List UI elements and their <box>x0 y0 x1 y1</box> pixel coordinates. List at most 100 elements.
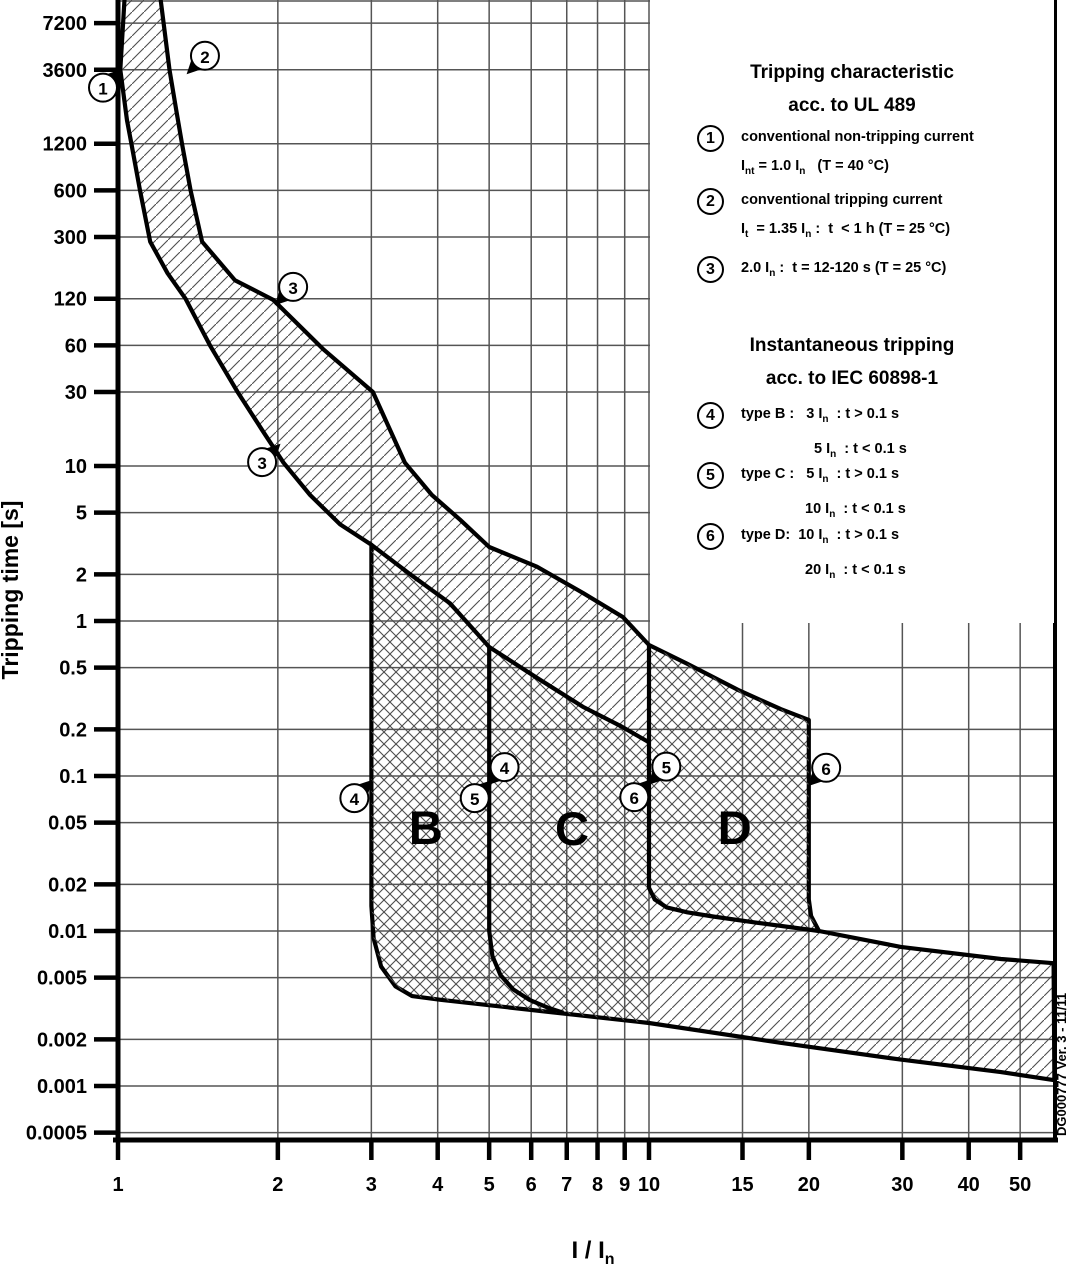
y-axis-title: Tripping time [s] <box>0 501 23 680</box>
marker-3: 3 <box>247 443 281 478</box>
x-tick-label-6: 6 <box>526 1174 537 1196</box>
legend-item-text: type B : 3 In : t > 0.1 s 5 In : t < 0.1 … <box>741 404 907 465</box>
instantaneous-zones-crosshatch <box>371 544 819 1023</box>
legend-item-line: type C : 5 In : t > 0.1 s <box>741 466 900 485</box>
region-label-c: C <box>555 802 589 855</box>
marker-number: 6 <box>630 789 639 808</box>
y-tick-label-2: 2 <box>76 564 87 586</box>
y-tick-label-0.05: 0.05 <box>48 813 87 835</box>
marker-3: 3 <box>274 271 309 306</box>
legend-item-number-badge: 1 <box>697 125 724 152</box>
x-tick-label-3: 3 <box>366 1174 377 1196</box>
legend-item-3: 3 2.0 In : t = 12-120 s (T = 25 °C) <box>697 256 946 284</box>
region-label-b: B <box>409 801 443 854</box>
legend-item-number-badge: 6 <box>697 523 724 550</box>
legend-item-line: 20 In : t < 0.1 s <box>805 561 906 581</box>
legend-item-line: It = 1.35 In : t < 1 h (T = 25 °C) <box>741 221 951 240</box>
y-tick-label-1: 1 <box>76 611 87 633</box>
marker-number: 2 <box>200 48 209 67</box>
legend-item-number-badge: 4 <box>697 402 724 429</box>
marker-circle <box>87 72 118 103</box>
legend_iec-title-line: Instantaneous tripping <box>749 335 955 356</box>
legend-item-6: 6 type D: 10 In : t > 0.1 s 20 In : t < 0.… <box>697 523 906 586</box>
x-tick-label-1: 1 <box>112 1174 123 1196</box>
marker-circle <box>247 447 278 478</box>
legend-item-line: conventional non-tripping current <box>741 129 974 145</box>
legend-item-text: type C : 5 In : t > 0.1 s 10 In : t < 0.1… <box>741 464 906 525</box>
y-tick-label-0.1: 0.1 <box>59 766 87 788</box>
marker-circle <box>619 782 650 813</box>
x-tick-label-7: 7 <box>561 1174 572 1196</box>
legend-item-line: 10 In : t < 0.1 s <box>805 500 906 520</box>
legend-item-line: type D: 10 In : t > 0.1 s <box>741 527 900 546</box>
y-tick-label-0.02: 0.02 <box>48 874 87 896</box>
legend-item-4: 4 type B : 3 In : t > 0.1 s 5 In : t < 0.1… <box>697 402 907 465</box>
y-tick-label-5: 5 <box>76 503 87 525</box>
marker-circle <box>811 752 842 783</box>
legend-item-number-badge: 5 <box>697 462 724 489</box>
x-tick-label-40: 40 <box>958 1174 980 1196</box>
legend-item-line: 5 In : t < 0.1 s <box>814 440 907 460</box>
y-tick-label-120: 120 <box>54 289 87 311</box>
region-label-d: D <box>718 801 752 854</box>
marker-circle <box>339 783 370 814</box>
y-tick-label-30: 30 <box>65 382 87 404</box>
legend-item-2: 2 conventional tripping current It = 1.35 … <box>697 188 950 245</box>
legend-item-text: 2.0 In : t = 12-120 s (T = 25 °C) <box>741 258 946 284</box>
x-tick-label-20: 20 <box>798 1174 820 1196</box>
marker-6: 6 <box>807 752 842 787</box>
y-tick-label-0.0005: 0.0005 <box>26 1123 87 1145</box>
y-tick-label-7200: 7200 <box>43 13 88 35</box>
y-tick-label-300: 300 <box>54 227 87 249</box>
marker-number: 5 <box>470 790 479 809</box>
legend-item-line: 2.0 In : t = 12-120 s (T = 25 °C) <box>741 260 947 279</box>
legend-item-line: type B : 3 In : t > 0.1 s <box>741 406 900 425</box>
marker-circle <box>651 751 682 782</box>
y-tick-label-0.005: 0.005 <box>37 968 87 990</box>
legend-item-number-badge: 2 <box>697 188 724 215</box>
marker-circle <box>278 271 309 302</box>
legend-item-number-badge: 3 <box>697 256 724 283</box>
y-tick-label-1200: 1200 <box>43 134 88 156</box>
curve-type-c-limit <box>487 647 565 1015</box>
legend_iec-title-line: acc. to IEC 60898-1 <box>765 368 939 389</box>
legend-item-text: conventional non-tripping current Int = 1… <box>741 127 974 182</box>
x-tick-label-9: 9 <box>619 1174 630 1196</box>
marker-number: 4 <box>350 790 360 809</box>
y-tick-label-3600: 3600 <box>43 60 88 82</box>
marker-number: 3 <box>288 279 297 298</box>
x-tick-label-4: 4 <box>432 1174 444 1196</box>
y-tick-label-0.5: 0.5 <box>59 658 87 680</box>
x-tick-label-10: 10 <box>638 1174 660 1196</box>
marker-circle <box>189 40 220 71</box>
marker-number: 1 <box>98 80 107 99</box>
legend-item-1: 1 conventional non-tripping current Int = … <box>697 125 974 182</box>
y-tick-label-0.01: 0.01 <box>48 921 87 943</box>
curve-non-tripping-boundary <box>370 543 651 745</box>
curve-type-d-limit <box>646 645 820 934</box>
marker-number: 5 <box>662 759 671 778</box>
y-tick-label-0.001: 0.001 <box>37 1076 87 1098</box>
marker-number: 4 <box>500 759 510 778</box>
marker-number: 3 <box>257 454 266 473</box>
legend-item-line: conventional tripping current <box>741 192 943 208</box>
marker-4: 4 <box>339 779 373 814</box>
legend-box: Tripping characteristic acc. to UL 489 1 co… <box>650 0 1054 623</box>
marker-number: 6 <box>821 760 830 779</box>
y-tick-label-60: 60 <box>65 335 87 357</box>
marker-6: 6 <box>619 778 653 813</box>
marker-2: 2 <box>186 40 220 75</box>
x-tick-label-8: 8 <box>592 1174 603 1196</box>
legend-item-text: conventional tripping current It = 1.35 I… <box>741 190 950 245</box>
x-tick-label-15: 15 <box>731 1174 753 1196</box>
marker-circle <box>459 783 490 814</box>
legend_ul-title-line: Tripping characteristic <box>750 62 954 83</box>
y-tick-label-600: 600 <box>54 180 87 202</box>
x-axis-title: I / In <box>571 1237 614 1268</box>
marker-5: 5 <box>459 779 494 814</box>
legend_ul-title-line: acc. to UL 489 <box>788 95 916 116</box>
x-tick-label-30: 30 <box>891 1174 913 1196</box>
x-tick-label-2: 2 <box>272 1174 283 1196</box>
marker-5: 5 <box>647 751 682 785</box>
